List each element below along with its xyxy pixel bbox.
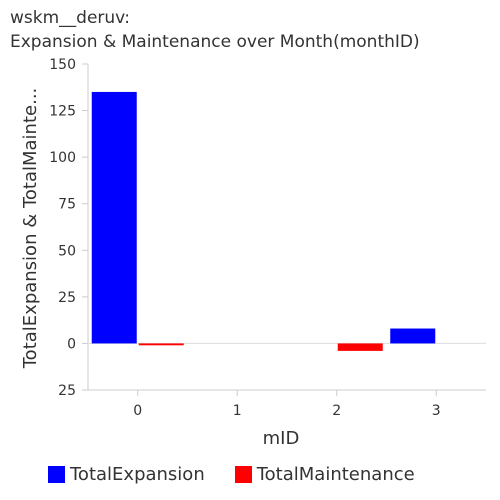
legend-item-TotalExpansion: TotalExpansion — [48, 464, 205, 485]
chart-title-line2: Expansion & Maintenance over Month(month… — [10, 32, 420, 52]
legend-label: TotalMaintenance — [256, 464, 415, 485]
y-tick-label: 125 — [49, 104, 76, 120]
bar-TotalExpansion-0 — [91, 91, 137, 344]
x-tick-label: 1 — [233, 403, 242, 419]
bar-TotalMaintenance-0 — [138, 343, 184, 346]
y-axis-label: TotalExpansion & TotalMainte... — [20, 88, 41, 370]
bar-TotalExpansion-3 — [390, 328, 436, 344]
y-tick-label: 100 — [49, 150, 76, 166]
y-tick-label: 75 — [58, 197, 76, 213]
bars-group — [91, 91, 436, 351]
x-axis: 0 1 2 3 — [88, 389, 486, 419]
x-tick-label: 3 — [432, 403, 441, 419]
chart-title: wskm__deruv: Expansion & Maintenance ove… — [10, 6, 420, 54]
y-tick-label: 150 — [49, 57, 76, 73]
legend-swatch — [48, 466, 65, 483]
legend-swatch — [234, 466, 252, 483]
legend: TotalExpansion TotalMaintenance — [48, 464, 445, 485]
y-tick-label: 50 — [58, 243, 76, 259]
legend-label: TotalExpansion — [70, 464, 205, 485]
y-tick-label: 0 — [67, 336, 76, 352]
x-tick-label: 2 — [332, 403, 341, 419]
legend-item-TotalMaintenance: TotalMaintenance — [234, 464, 415, 485]
y-tick-label: 25 — [58, 383, 76, 399]
chart-title-line1: wskm__deruv: — [10, 8, 131, 28]
bar-TotalMaintenance-2 — [337, 343, 383, 351]
y-tick-label: 25 — [58, 290, 76, 306]
x-tick-label: 0 — [133, 403, 142, 419]
x-axis-label: mID — [263, 428, 300, 449]
